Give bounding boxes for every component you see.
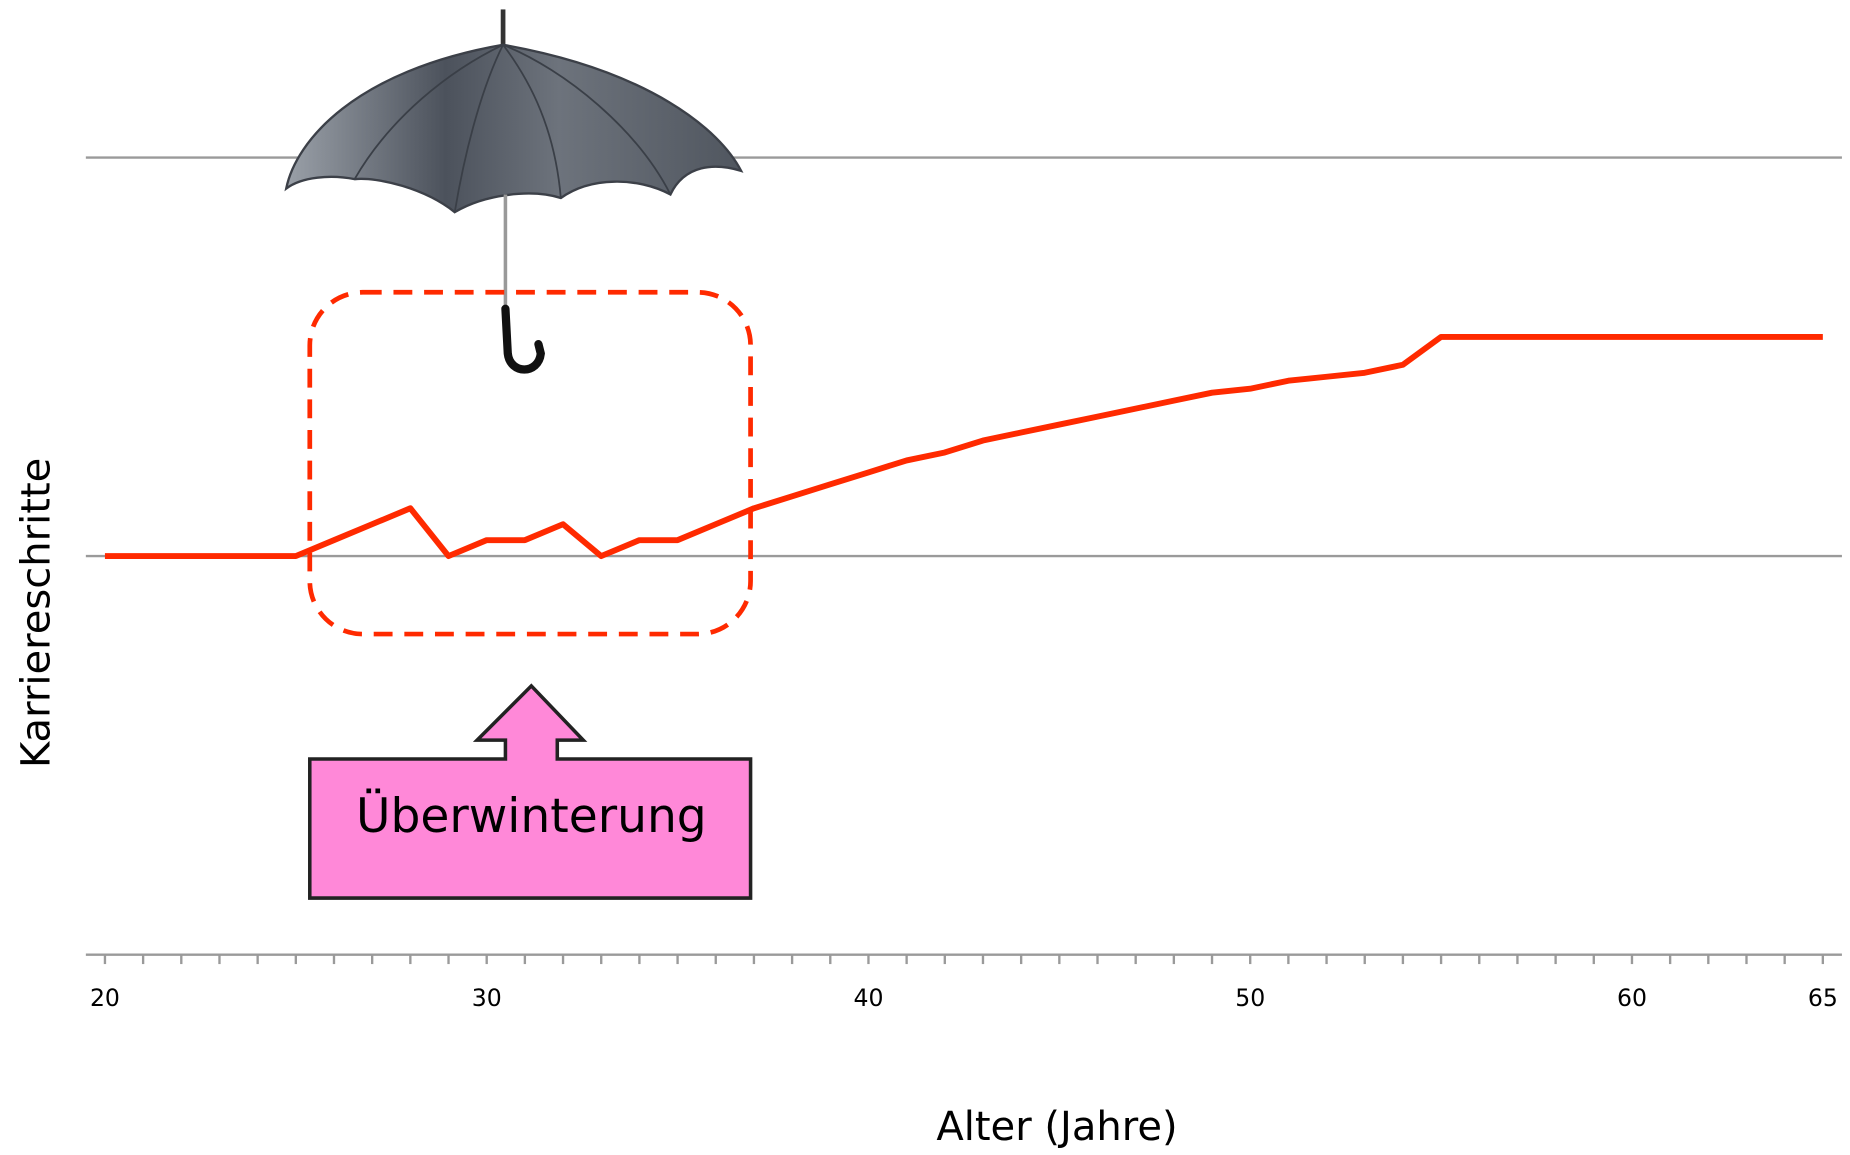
x-tick-label: 40: [853, 984, 883, 1012]
x-tick-label: 20: [90, 984, 120, 1012]
umbrella: [284, 9, 744, 374]
callout: [308, 683, 753, 900]
x-tick-label: 60: [1617, 984, 1647, 1012]
x-tick-label: 65: [1808, 984, 1838, 1012]
highlight-box: [307, 289, 753, 637]
y-axis-label: Karriereschritte: [14, 458, 60, 768]
data-line: [104, 333, 1823, 560]
x-axis-label: Alter (Jahre): [936, 1104, 1177, 1150]
annotation: Überwinterung: [356, 788, 707, 844]
x-tick-label: 50: [1235, 984, 1265, 1012]
x-tick-label: 30: [472, 984, 502, 1012]
